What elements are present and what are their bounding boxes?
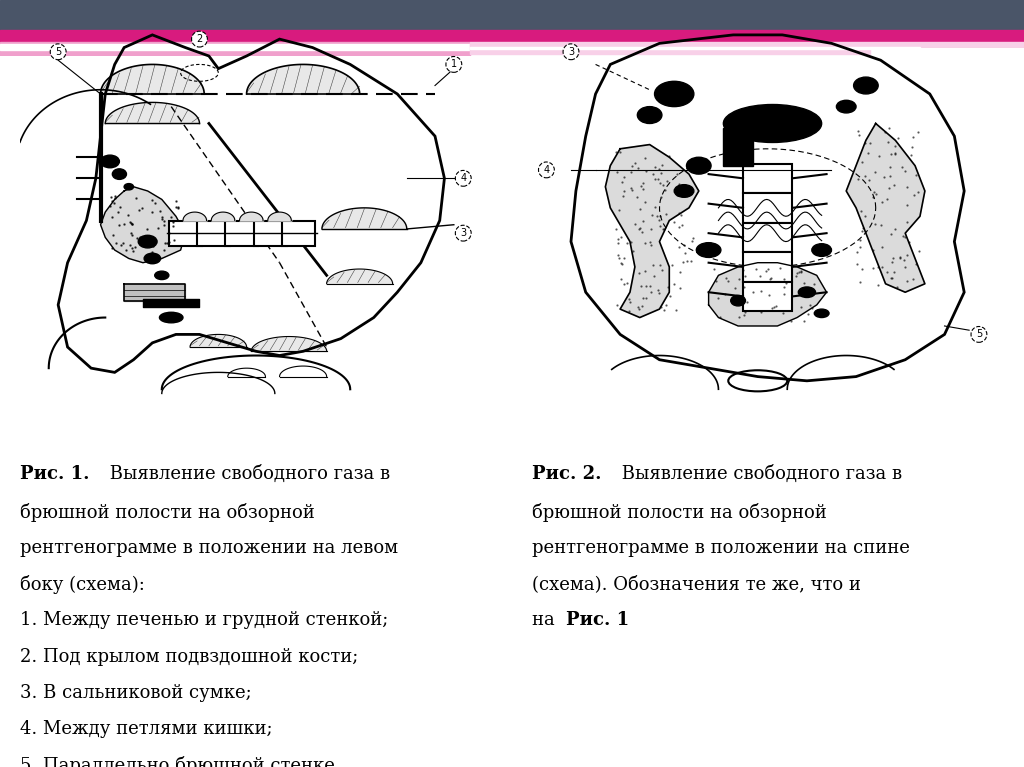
Text: 1. Между печенью и грудной стенкой;: 1. Между печенью и грудной стенкой; (20, 611, 389, 630)
FancyBboxPatch shape (282, 221, 315, 246)
Text: 5: 5 (55, 47, 61, 57)
Ellipse shape (124, 183, 133, 190)
Ellipse shape (113, 169, 127, 179)
Bar (0, 41, 470, 56)
Text: боку (схема):: боку (схема): (20, 575, 145, 594)
Ellipse shape (100, 155, 120, 168)
Text: Выявление свободного газа в: Выявление свободного газа в (616, 465, 902, 483)
Polygon shape (124, 284, 185, 301)
Bar (470, 47, 920, 49)
Ellipse shape (723, 104, 821, 143)
FancyBboxPatch shape (169, 221, 202, 246)
Bar (470, 41, 1024, 46)
Ellipse shape (637, 107, 662, 123)
Text: 1: 1 (451, 59, 457, 70)
Text: 3. В сальниковой сумке;: 3. В сальниковой сумке; (20, 683, 252, 702)
Ellipse shape (731, 295, 745, 306)
Text: на: на (532, 611, 561, 630)
Bar (0, 29, 1024, 46)
Bar (0, 0, 1024, 38)
Text: 4: 4 (544, 165, 550, 175)
Text: 2: 2 (197, 34, 203, 44)
Ellipse shape (799, 287, 815, 298)
Text: 3: 3 (460, 228, 466, 239)
Text: Рис. 2.: Рис. 2. (532, 465, 602, 483)
Ellipse shape (696, 242, 721, 258)
Text: 5. Параллельно брюшной стенке.: 5. Параллельно брюшной стенке. (20, 756, 341, 767)
Ellipse shape (728, 370, 787, 391)
Polygon shape (605, 145, 698, 318)
Bar (470, 44, 870, 54)
Ellipse shape (814, 309, 829, 318)
Text: 3: 3 (568, 47, 574, 57)
Ellipse shape (686, 157, 711, 174)
Polygon shape (846, 123, 925, 292)
Text: Выявление свободного газа в: Выявление свободного газа в (104, 465, 390, 483)
Text: 4. Между петлями кишки;: 4. Между петлями кишки; (20, 719, 273, 738)
FancyBboxPatch shape (723, 128, 753, 166)
FancyBboxPatch shape (254, 221, 287, 246)
Ellipse shape (155, 272, 169, 280)
FancyBboxPatch shape (743, 222, 793, 252)
FancyBboxPatch shape (225, 221, 258, 246)
Ellipse shape (654, 81, 694, 107)
Text: Рис. 1: Рис. 1 (566, 611, 630, 630)
Polygon shape (100, 187, 185, 262)
Ellipse shape (837, 100, 856, 113)
Ellipse shape (160, 312, 183, 323)
FancyBboxPatch shape (743, 252, 793, 281)
FancyBboxPatch shape (743, 281, 793, 311)
Text: рентгенограмме в положении на левом: рентгенограмме в положении на левом (20, 539, 398, 557)
FancyBboxPatch shape (743, 163, 793, 193)
Text: брюшной полости на обзорной: брюшной полости на обзорной (20, 503, 315, 522)
Polygon shape (709, 262, 826, 326)
Text: 4: 4 (460, 173, 466, 183)
Bar (0, 44, 470, 50)
FancyBboxPatch shape (197, 221, 230, 246)
Text: (схема). Обозначения те же, что и: (схема). Обозначения те же, что и (532, 575, 861, 593)
Ellipse shape (144, 253, 161, 264)
Ellipse shape (138, 235, 157, 248)
FancyBboxPatch shape (743, 193, 793, 222)
Ellipse shape (854, 77, 879, 94)
Text: 5: 5 (976, 329, 982, 340)
Ellipse shape (812, 244, 831, 256)
Ellipse shape (674, 185, 694, 197)
Text: 2. Под крылом подвздошной кости;: 2. Под крылом подвздошной кости; (20, 647, 358, 666)
Text: Рис. 1.: Рис. 1. (20, 465, 90, 483)
Text: брюшной полости на обзорной: брюшной полости на обзорной (532, 503, 827, 522)
Text: рентгенограмме в положении на спине: рентгенограмме в положении на спине (532, 539, 910, 557)
